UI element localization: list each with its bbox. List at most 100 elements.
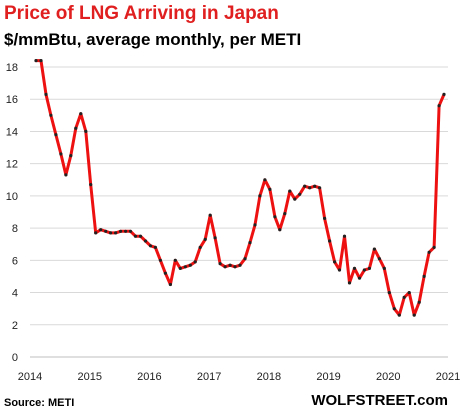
data-point — [268, 187, 272, 191]
data-point — [238, 263, 242, 267]
data-point — [213, 236, 217, 240]
data-point — [104, 229, 108, 233]
data-point — [298, 192, 302, 196]
data-point — [337, 268, 342, 272]
data-point — [352, 266, 357, 270]
y-tick-label: 14 — [6, 126, 18, 138]
chart-subtitle: $/mmBtu, average monthly, per METI — [4, 30, 302, 49]
x-tick-label: 2014 — [18, 371, 42, 383]
gridlines — [30, 66, 448, 358]
data-point — [128, 229, 133, 233]
data-point — [114, 231, 118, 235]
x-tick-label: 2015 — [77, 371, 101, 383]
data-point — [248, 241, 252, 245]
data-point — [407, 291, 411, 295]
data-point — [273, 215, 277, 219]
y-tick-label: 18 — [6, 62, 18, 74]
data-point — [258, 194, 262, 198]
data-point — [143, 239, 148, 243]
data-point — [397, 313, 401, 317]
y-tick-label: 0 — [12, 352, 18, 364]
data-point — [422, 274, 426, 278]
data-point — [333, 260, 337, 264]
data-point — [178, 266, 182, 270]
data-point — [347, 281, 352, 285]
y-axis-ticks: 0 2 4 6 8 10 12 14 16 18 — [6, 62, 18, 364]
data-point — [64, 173, 68, 177]
data-point — [59, 152, 63, 156]
x-tick-label: 2017 — [197, 371, 221, 383]
data-point — [198, 245, 202, 249]
data-point — [188, 263, 192, 267]
data-point — [228, 263, 232, 267]
y-tick-label: 8 — [12, 223, 18, 235]
data-point — [372, 247, 376, 251]
data-point — [163, 271, 167, 275]
data-point — [124, 229, 128, 233]
data-point — [99, 228, 103, 232]
data-point — [109, 231, 113, 235]
data-point — [293, 197, 297, 201]
data-point — [288, 189, 292, 193]
data-point — [392, 307, 396, 311]
data-point — [138, 234, 143, 238]
source-note: Source: METI — [4, 397, 75, 409]
data-point — [437, 104, 441, 108]
data-point — [357, 276, 362, 280]
data-point — [382, 266, 386, 270]
data-point — [427, 250, 431, 254]
data-point — [253, 223, 257, 227]
brand-logo-text: WOLFSTREET.com — [311, 392, 448, 409]
data-point — [303, 184, 307, 188]
data-point — [243, 257, 247, 261]
data-point — [89, 183, 93, 187]
x-axis-ticks: 2014 2015 2016 2017 2018 2019 2020 2021 — [18, 371, 460, 383]
data-point — [49, 113, 53, 117]
data-point — [432, 245, 436, 249]
x-tick-label: 2016 — [137, 371, 161, 383]
data-point — [218, 262, 222, 266]
data-point — [158, 258, 162, 262]
data-point — [148, 244, 153, 248]
data-point — [318, 186, 322, 190]
x-tick-label: 2019 — [316, 371, 340, 383]
data-point — [168, 282, 172, 287]
data-point — [69, 154, 73, 158]
data-point — [183, 265, 187, 269]
data-point — [223, 265, 227, 269]
x-tick-label: 2020 — [376, 371, 400, 383]
data-markers — [34, 59, 446, 317]
data-point — [323, 216, 327, 220]
data-point — [173, 258, 177, 262]
data-point — [308, 186, 312, 190]
y-tick-label: 12 — [6, 159, 18, 171]
data-point — [84, 129, 88, 133]
data-point — [233, 265, 237, 269]
x-tick-label: 2021 — [436, 371, 460, 383]
data-point — [208, 213, 212, 217]
y-tick-label: 16 — [6, 94, 18, 106]
data-point — [313, 184, 317, 188]
y-tick-label: 4 — [12, 288, 18, 300]
data-point — [153, 245, 157, 249]
data-point — [328, 239, 332, 243]
data-point — [39, 59, 43, 63]
data-point — [44, 92, 48, 96]
data-point — [79, 112, 83, 116]
chart-title: Price of LNG Arriving in Japan — [4, 3, 279, 24]
data-point — [278, 228, 282, 232]
data-point — [442, 92, 446, 96]
data-point — [74, 126, 78, 130]
data-point — [283, 212, 287, 216]
data-point — [377, 257, 381, 261]
data-point — [203, 237, 207, 241]
x-tick-label: 2018 — [257, 371, 281, 383]
data-point — [94, 231, 98, 235]
data-point — [34, 59, 38, 63]
y-tick-label: 6 — [12, 255, 18, 267]
data-point — [367, 266, 371, 270]
data-point — [412, 313, 416, 317]
data-point — [362, 268, 366, 272]
data-point — [119, 229, 123, 233]
